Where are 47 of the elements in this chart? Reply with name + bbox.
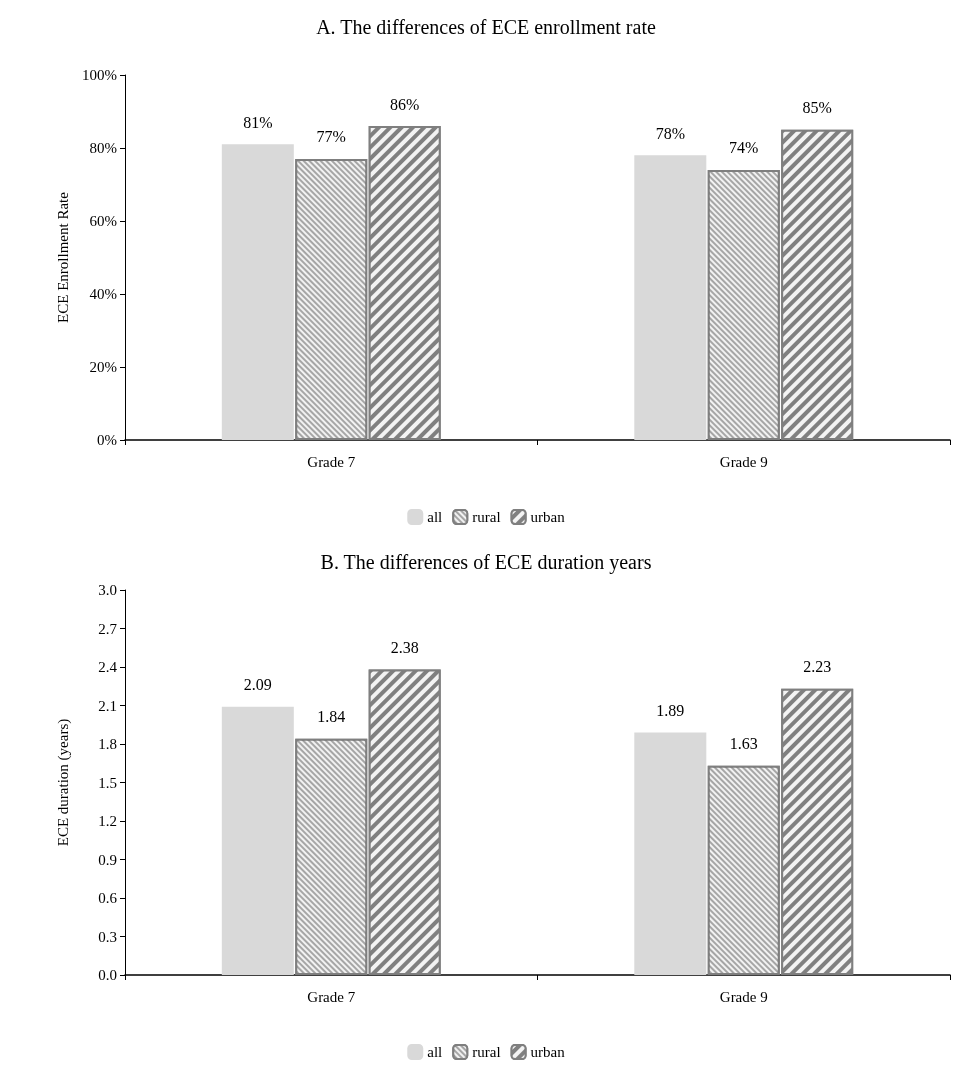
legend-label: all — [427, 1044, 443, 1060]
y-tick-label: 20% — [89, 359, 117, 375]
x-tick-label: Grade 9 — [719, 453, 768, 470]
y-tick-label: 0% — [97, 432, 117, 448]
data-label: 2.09 — [243, 676, 272, 694]
x-tick-label: Grade 7 — [307, 988, 356, 1005]
legend-label: all — [427, 509, 443, 525]
bar — [634, 732, 707, 975]
y-tick-label: 3.0 — [98, 582, 117, 598]
data-label: 1.89 — [656, 701, 685, 719]
data-label: 85% — [802, 99, 832, 117]
data-label: 77% — [316, 128, 346, 146]
data-label: 74% — [729, 139, 759, 157]
x-tick-label: Grade 7 — [307, 453, 356, 470]
data-label: 2.38 — [390, 639, 419, 657]
data-label: 78% — [655, 124, 685, 142]
y-tick-label: 100% — [82, 67, 117, 83]
y-tick-label: 60% — [89, 213, 117, 229]
chart-title: A. The differences of ECE enrollment rate — [316, 16, 656, 38]
y-tick-label: 2.1 — [98, 697, 117, 714]
bar — [221, 144, 294, 440]
y-tick-label: 2.7 — [98, 620, 118, 637]
y-tick-label: 1.8 — [98, 736, 117, 752]
y-tick-label: 40% — [89, 286, 117, 302]
x-tick-label: Grade 9 — [719, 988, 768, 1005]
y-tick-label: 1.2 — [98, 813, 117, 829]
legend-label: urban — [530, 1044, 566, 1060]
data-label: 1.63 — [729, 735, 758, 753]
chart-title: B. The differences of ECE duration years — [320, 551, 652, 574]
legend-label: rural — [472, 509, 501, 525]
bar — [634, 155, 707, 440]
data-label: 2.23 — [803, 658, 832, 676]
y-tick-label: 0.9 — [98, 851, 117, 868]
data-label: 86% — [390, 95, 420, 113]
data-label: 81% — [243, 113, 273, 131]
data-label: 1.84 — [317, 708, 346, 726]
bar — [221, 706, 294, 975]
y-tick-label: 1.5 — [98, 774, 117, 791]
y-tick-label: 0.3 — [98, 928, 117, 945]
y-tick-label: 2.4 — [98, 659, 118, 675]
y-axis-title: ECE duration (years) — [54, 718, 72, 847]
y-axis-title: ECE Enrollment Rate — [54, 191, 71, 323]
y-tick-label: 80% — [89, 140, 117, 156]
legend-label: urban — [530, 509, 566, 525]
y-tick-label: 0.6 — [98, 890, 118, 906]
legend-label: rural — [472, 1044, 501, 1060]
y-tick-label: 0.0 — [98, 967, 117, 983]
